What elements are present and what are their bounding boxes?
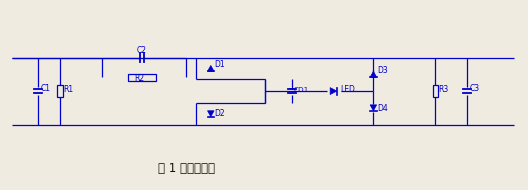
Polygon shape [370, 105, 376, 111]
Text: D1: D1 [215, 60, 225, 69]
Text: R2: R2 [134, 74, 144, 83]
Text: 图 1 驱动线路图: 图 1 驱动线路图 [158, 162, 215, 175]
Text: R3: R3 [438, 85, 449, 94]
Text: LED: LED [340, 85, 355, 93]
Bar [57, 85, 63, 97]
Polygon shape [208, 65, 214, 71]
Text: R1: R1 [63, 85, 73, 94]
Text: C2: C2 [137, 46, 147, 55]
Text: C3: C3 [469, 84, 479, 93]
Text: CD1: CD1 [294, 87, 309, 93]
Text: C1: C1 [41, 84, 51, 93]
Polygon shape [370, 71, 376, 77]
Text: D3: D3 [378, 66, 388, 75]
Bar [432, 85, 438, 97]
Bar [128, 74, 156, 81]
Text: D2: D2 [215, 109, 225, 118]
Text: D4: D4 [378, 104, 388, 113]
Polygon shape [330, 88, 337, 94]
Polygon shape [208, 111, 214, 117]
